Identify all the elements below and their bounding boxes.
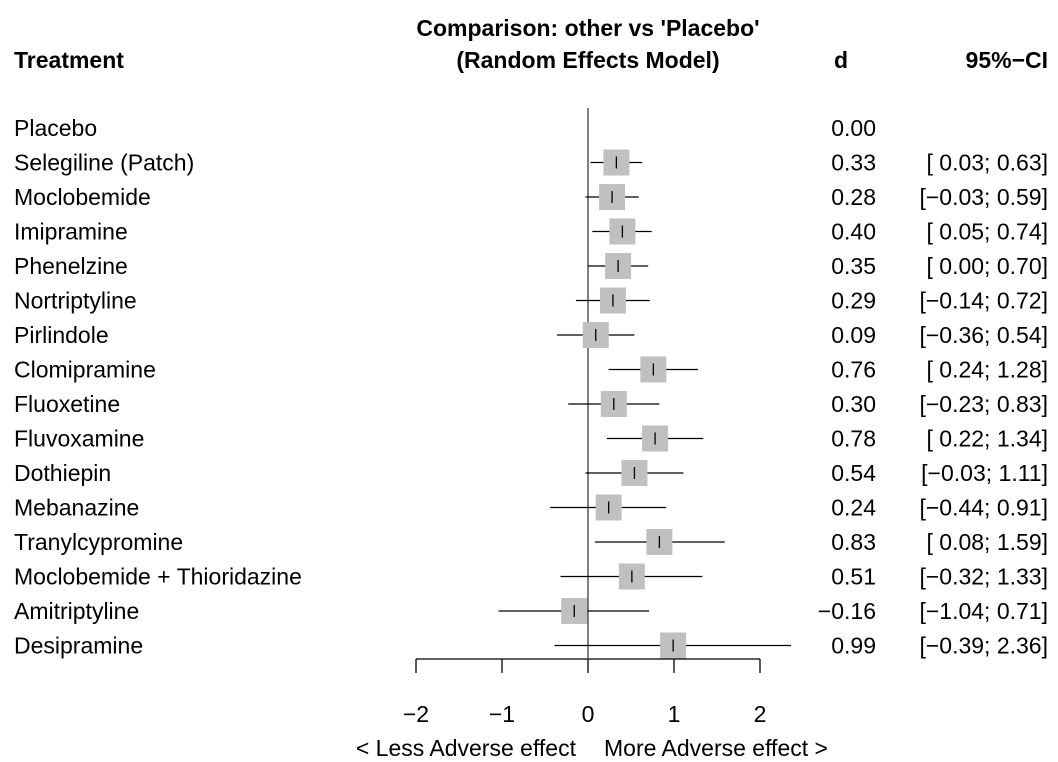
ci-value: [ 0.00; 0.70] [927, 253, 1048, 279]
row-label: Placebo [14, 115, 97, 141]
x-tick-label: 1 [668, 701, 681, 727]
estimate-value: 0.09 [831, 322, 876, 348]
x-axis-label-right: More Adverse effect > [604, 735, 828, 761]
estimate-value: 0.54 [831, 460, 876, 486]
row-label: Mebanazine [14, 495, 139, 521]
x-tick-label: 0 [582, 701, 595, 727]
x-axis-label-left: < Less Adverse effect [356, 735, 577, 761]
estimate-value: 0.76 [831, 357, 876, 383]
row-label: Nortriptyline [14, 288, 137, 314]
row-label: Moclobemide + Thioridazine [14, 564, 302, 590]
ci-value: [−1.04; 0.71] [919, 598, 1048, 624]
row-label: Pirlindole [14, 322, 109, 348]
ci-value: [ 0.03; 0.63] [927, 150, 1048, 176]
ci-value: [ 0.24; 1.28] [927, 357, 1048, 383]
estimate-value: 0.78 [831, 426, 876, 452]
row-label: Amitriptyline [14, 598, 139, 624]
estimate-value: 0.29 [831, 288, 876, 314]
x-tick-label: 2 [754, 701, 767, 727]
ci-value: [−0.03; 0.59] [919, 184, 1048, 210]
estimate-value: 0.99 [831, 633, 876, 659]
row-label: Phenelzine [14, 253, 128, 279]
chart-subtitle: (Random Effects Model) [456, 47, 719, 73]
estimate-value: 0.24 [831, 495, 876, 521]
estimate-column-header: d [834, 47, 848, 73]
row-label: Selegiline (Patch) [14, 150, 194, 176]
estimate-value: 0.51 [831, 564, 876, 590]
row-label: Fluvoxamine [14, 426, 144, 452]
row-label: Clomipramine [14, 357, 156, 383]
ci-column-header: 95%−CI [966, 47, 1048, 73]
row-label: Moclobemide [14, 184, 151, 210]
chart-title: Comparison: other vs 'Placebo' [416, 15, 759, 41]
row-label: Imipramine [14, 219, 128, 245]
ci-value: [−0.44; 0.91] [919, 495, 1048, 521]
row-label: Desipramine [14, 633, 143, 659]
estimate-value: 0.35 [831, 253, 876, 279]
treatment-column-header: Treatment [14, 47, 124, 73]
x-tick-label: −1 [489, 701, 515, 727]
estimate-value: 0.40 [831, 219, 876, 245]
forest-rows: Placebo 0.00 Selegiline (Patch) 0.33 [ 0.03;… [14, 108, 1048, 659]
ci-value: [ 0.05; 0.74] [927, 219, 1048, 245]
ci-value: [−0.36; 0.54] [919, 322, 1048, 348]
ci-value: [−0.32; 1.33] [919, 564, 1048, 590]
ci-value: [ 0.22; 1.34] [927, 426, 1048, 452]
estimate-value: 0.33 [831, 150, 876, 176]
ci-value: [−0.03; 1.11] [921, 460, 1048, 486]
estimate-value: 0.30 [831, 391, 876, 417]
row-label: Dothiepin [14, 460, 111, 486]
estimate-value: −0.16 [818, 598, 876, 624]
row-label: Fluoxetine [14, 391, 120, 417]
x-axis: −2 −1 0 1 2 [403, 658, 767, 727]
estimate-value: 0.28 [831, 184, 876, 210]
ci-value: [−0.14; 0.72] [919, 288, 1048, 314]
row-label: Tranylcypromine [14, 529, 183, 555]
estimate-value: 0.83 [831, 529, 876, 555]
ci-value: [ 0.08; 1.59] [927, 529, 1048, 555]
x-tick-label: −2 [403, 701, 429, 727]
ci-value: [−0.23; 0.83] [919, 391, 1048, 417]
ci-value: [−0.39; 2.36] [919, 633, 1048, 659]
estimate-value: 0.00 [831, 115, 876, 141]
